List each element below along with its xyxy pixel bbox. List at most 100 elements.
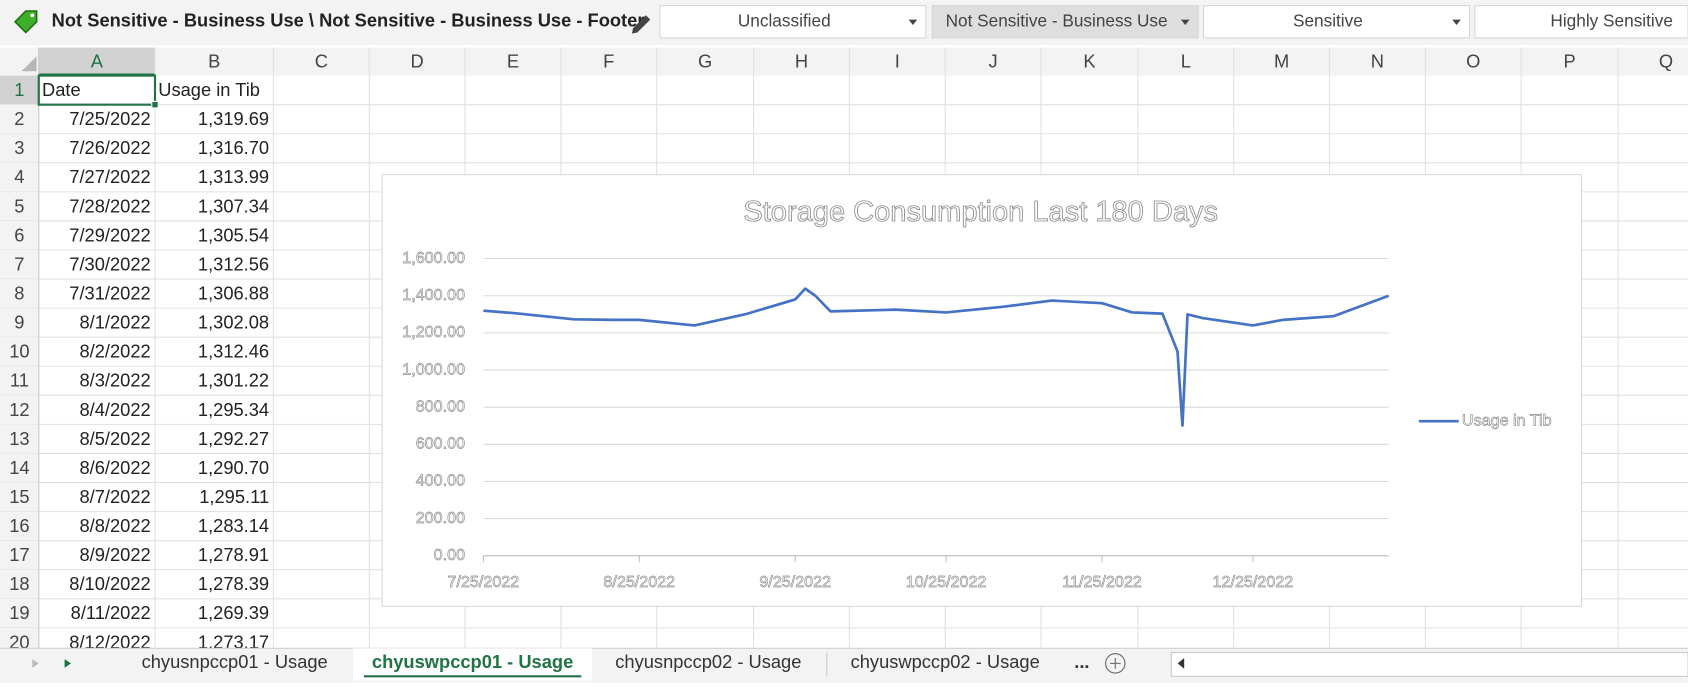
x-tick-label: 11/25/2022 — [1062, 573, 1142, 591]
cell[interactable]: 1,302.08 — [198, 312, 269, 333]
cell[interactable]: 8/9/2022 — [79, 544, 150, 565]
more-tabs[interactable]: ... — [1074, 651, 1089, 672]
row-header-label: 7 — [14, 253, 24, 274]
cell[interactable]: 7/28/2022 — [69, 195, 150, 216]
row-header — [0, 511, 39, 541]
cell[interactable]: 1,269.39 — [198, 602, 269, 623]
row-header — [0, 482, 39, 512]
sheet-tab[interactable]: chyusnpccp02 - Usage — [615, 651, 801, 672]
tag-icon — [13, 10, 38, 34]
add-sheet[interactable] — [1105, 653, 1126, 674]
x-tick-label: 10/25/2022 — [906, 573, 987, 591]
cell[interactable]: 1,313.99 — [198, 166, 269, 187]
cell[interactable]: 1,316.70 — [198, 137, 269, 158]
edit-icon[interactable] — [631, 15, 651, 34]
cell[interactable]: 1,290.70 — [198, 457, 269, 478]
cell[interactable]: 1,312.56 — [198, 253, 269, 274]
row-header — [0, 220, 39, 250]
column-header: K — [1083, 51, 1095, 72]
cell[interactable]: 8/11/2022 — [71, 602, 151, 623]
row-header-label: 16 — [9, 515, 29, 536]
y-tick-label: 1,400.00 — [402, 286, 465, 304]
column-header-bar — [0, 47, 1688, 76]
y-tick-label: 1,200.00 — [402, 323, 465, 341]
row-header — [0, 424, 39, 454]
sensitivity-option[interactable] — [659, 5, 927, 39]
dropdown-arrow — [908, 19, 918, 25]
sensitivity-option-label: Not Sensitive - Business Use — [946, 10, 1168, 30]
column-header: C — [315, 51, 328, 72]
cell[interactable]: 1,312.46 — [198, 341, 269, 362]
column-header-selected — [38, 47, 156, 76]
cell[interactable]: 7/25/2022 — [69, 108, 150, 129]
sensitivity-option[interactable] — [931, 5, 1199, 39]
row-header — [0, 249, 39, 280]
row-header — [0, 191, 39, 221]
cell[interactable]: 1,295.34 — [198, 399, 269, 420]
fill-handle — [151, 100, 159, 109]
cell[interactable]: 1,305.54 — [198, 224, 269, 245]
cell[interactable]: 7/30/2022 — [69, 253, 150, 274]
row-header-label: 5 — [14, 195, 24, 216]
scroll-left-arrow[interactable] — [1177, 658, 1185, 669]
row-header-label: 12 — [9, 399, 29, 420]
tab-scroll-right[interactable] — [64, 659, 72, 668]
cell[interactable]: 1,292.27 — [198, 428, 269, 449]
sensitivity-option[interactable] — [1203, 5, 1471, 39]
column-header: D — [411, 51, 424, 72]
row-header-label: 15 — [9, 486, 29, 507]
cell[interactable]: 8/3/2022 — [79, 370, 150, 391]
cell[interactable]: 7/26/2022 — [69, 137, 150, 158]
chart-area[interactable] — [381, 174, 1582, 607]
y-tick-label: 200.00 — [416, 509, 465, 527]
cell[interactable]: Usage in Tib — [158, 79, 260, 100]
cell[interactable]: 8/7/2022 — [79, 486, 150, 507]
tab-scroll-left[interactable] — [32, 659, 39, 668]
cell[interactable]: 8/6/2022 — [79, 457, 150, 478]
row-header — [0, 337, 39, 367]
row-header-label: 11 — [10, 370, 29, 391]
row-header — [0, 453, 39, 483]
cell[interactable]: 8/10/2022 — [69, 573, 150, 594]
cell[interactable]: 1,278.39 — [198, 573, 269, 594]
cell[interactable]: 8/4/2022 — [79, 399, 150, 420]
y-tick-label: 1,600.00 — [402, 249, 465, 267]
cell[interactable]: 7/31/2022 — [69, 282, 150, 303]
x-tick-label: 9/25/2022 — [759, 573, 831, 591]
row-header — [0, 104, 39, 134]
column-header: E — [507, 51, 519, 72]
cell[interactable]: 1,283.14 — [198, 515, 269, 536]
cell[interactable]: 1,278.91 — [198, 544, 269, 565]
cell[interactable]: 1,307.34 — [198, 195, 269, 216]
column-header: F — [603, 51, 614, 72]
sensitivity-option-label: Highly Sensitive — [1550, 10, 1673, 30]
sheet-tab[interactable]: chyuswpccp02 - Usage — [851, 651, 1040, 672]
cell[interactable]: 1,273.17 — [198, 631, 269, 652]
sensitivity-label: Not Sensitive - Business Use \ Not Sensi… — [52, 10, 645, 31]
column-header: H — [795, 51, 808, 72]
horizontal-scrollbar[interactable] — [1170, 652, 1688, 677]
sheet-tab[interactable]: chyusnpccp01 - Usage — [142, 651, 328, 672]
cell[interactable]: 1,301.22 — [198, 370, 269, 391]
row-header-label: 2 — [14, 108, 24, 129]
cell[interactable]: 8/1/2022 — [79, 312, 150, 333]
cell[interactable]: 8/8/2022 — [79, 515, 150, 536]
column-header: M — [1274, 51, 1289, 72]
cell[interactable]: 7/29/2022 — [69, 224, 150, 245]
row-header-label: 17 — [9, 544, 29, 565]
sheet-tab[interactable]: chyuswpccp01 - Usage — [372, 651, 573, 672]
row-header-label: 14 — [9, 457, 29, 478]
cell[interactable]: 1,319.69 — [198, 108, 269, 129]
cell[interactable]: 8/5/2022 — [79, 428, 150, 449]
column-header: A — [91, 51, 104, 72]
sensitivity-option[interactable] — [1474, 5, 1688, 39]
cell[interactable]: 1,306.88 — [198, 282, 269, 303]
cell[interactable]: 8/12/2022 — [69, 631, 150, 652]
cell[interactable]: 1,295.11 — [199, 486, 269, 507]
cell[interactable]: 7/27/2022 — [69, 166, 150, 187]
cell[interactable]: Date — [42, 79, 81, 100]
row-header-label: 1 — [14, 79, 24, 100]
cell[interactable]: 8/2/2022 — [79, 341, 150, 362]
add-sheet-plus — [1109, 658, 1121, 669]
row-header-label: 13 — [9, 428, 29, 449]
